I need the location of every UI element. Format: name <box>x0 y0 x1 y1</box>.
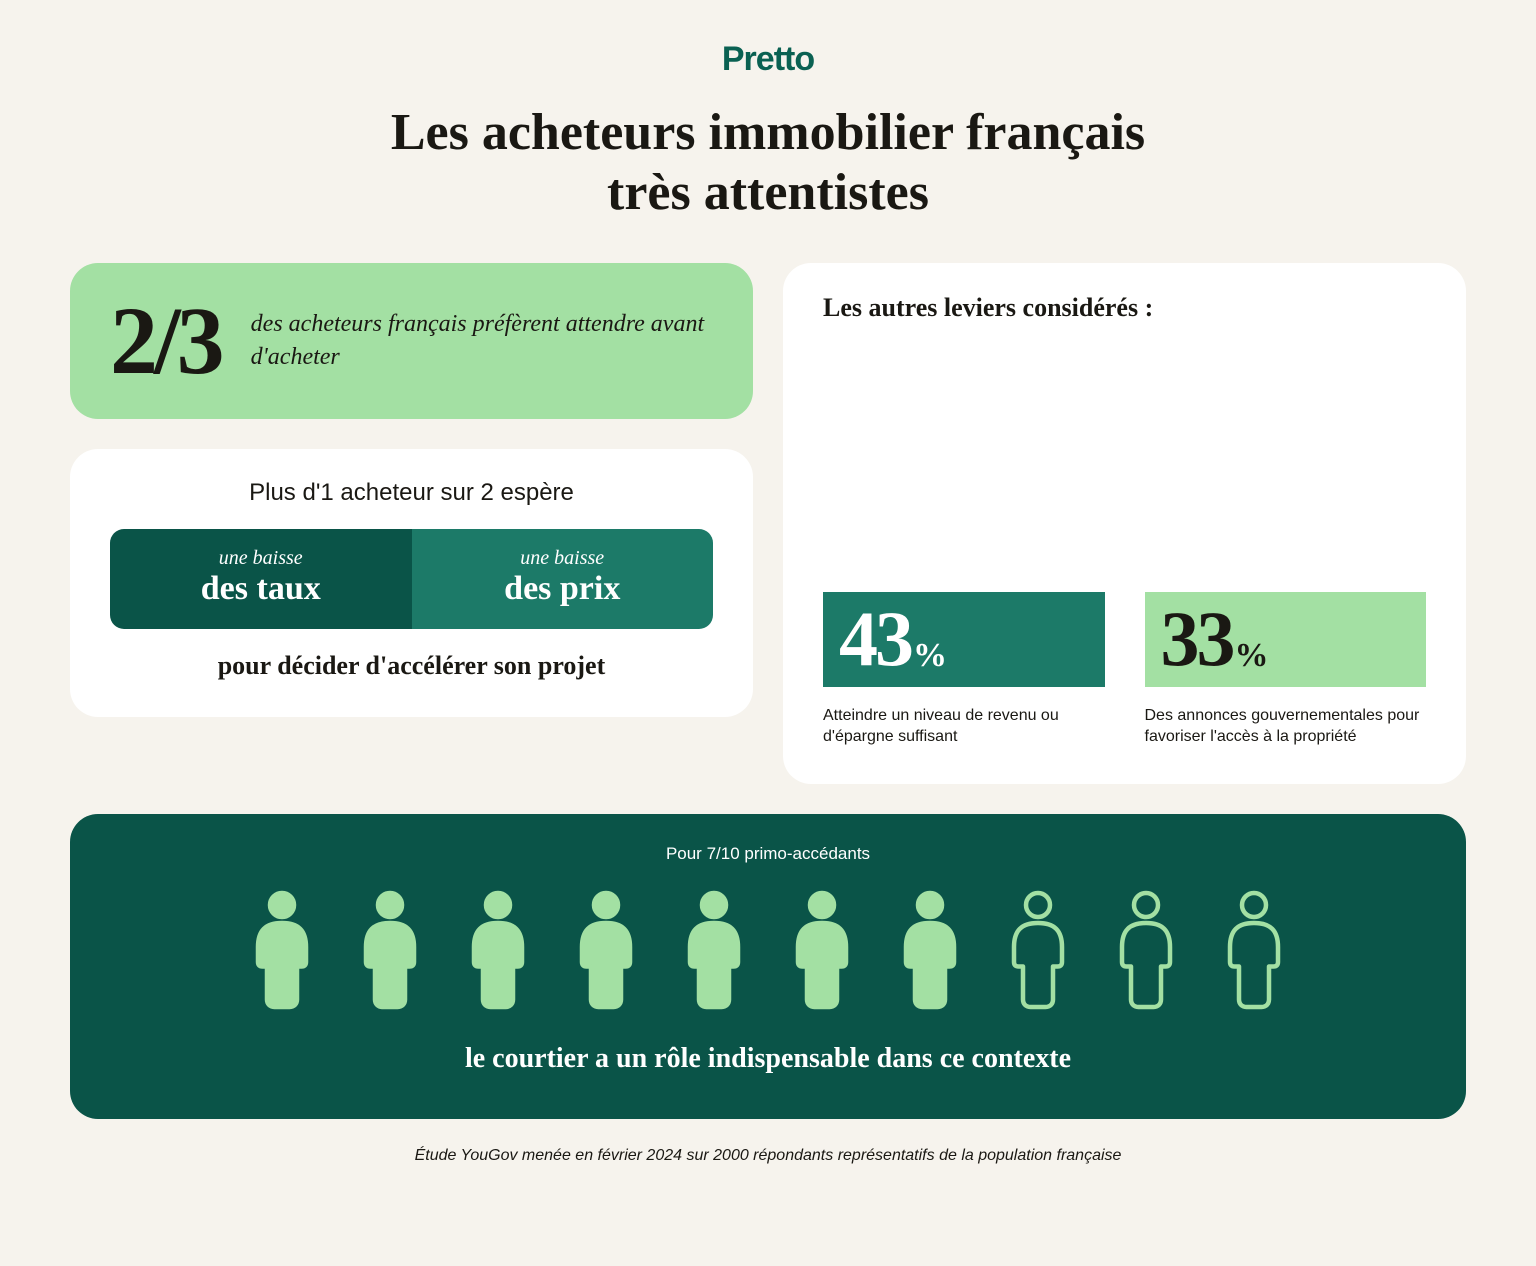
hope-option-prices-small: une baisse <box>422 547 704 570</box>
person-icon <box>784 890 860 1010</box>
people-foot: le courtier a un rôle indispensable dans… <box>130 1043 1406 1075</box>
person-icon-filled <box>460 890 536 1015</box>
hope-option-rates-big: des taux <box>120 570 402 607</box>
person-icon-outline <box>1216 890 1292 1015</box>
bars-labels: Atteindre un niveau de revenu ou d'éparg… <box>823 705 1426 748</box>
person-icon <box>1000 890 1076 1010</box>
bar-label: Atteindre un niveau de revenu ou d'éparg… <box>823 705 1105 748</box>
people-row <box>130 890 1406 1015</box>
hope-lead: Plus d'1 acheteur sur 2 espère <box>110 479 713 507</box>
bar-percent: % <box>913 637 947 675</box>
person-icon-outline <box>1108 890 1184 1015</box>
bars-card: Les autres leviers considérés : 43%33% A… <box>783 263 1466 784</box>
bar-value: 33 <box>1161 604 1233 674</box>
footnote: Étude YouGov menée en février 2024 sur 2… <box>70 1147 1466 1165</box>
bar: 43% <box>823 592 1105 686</box>
hope-options: une baisse des taux une baisse des prix <box>110 529 713 629</box>
person-icon-outline <box>1000 890 1076 1015</box>
person-icon <box>1216 890 1292 1010</box>
person-icon <box>244 890 320 1010</box>
bar-value: 43 <box>839 604 911 674</box>
hope-option-rates-small: une baisse <box>120 547 402 570</box>
page-title: Les acheteurs immobilier françaistrès at… <box>70 103 1466 223</box>
people-lead: Pour 7/10 primo-accédants <box>130 844 1406 864</box>
person-icon-filled <box>892 890 968 1015</box>
hope-option-prices-big: des prix <box>422 570 704 607</box>
person-icon <box>352 890 428 1010</box>
fraction-card: 2/3 des acheteurs français préfèrent att… <box>70 263 753 419</box>
person-icon-filled <box>244 890 320 1015</box>
person-icon <box>892 890 968 1010</box>
hope-option-rates: une baisse des taux <box>110 529 412 629</box>
content-grid: 2/3 des acheteurs français préfèrent att… <box>70 263 1466 784</box>
brand-logo: Pretto <box>70 40 1466 79</box>
person-icon-filled <box>676 890 752 1015</box>
bar-percent: % <box>1235 637 1269 675</box>
person-icon <box>676 890 752 1010</box>
people-card: Pour 7/10 primo-accédants le courtier a … <box>70 814 1466 1119</box>
fraction-text: des acheteurs français préfèrent attendr… <box>251 308 713 373</box>
bar-column: 33% <box>1145 592 1427 686</box>
person-icon <box>568 890 644 1010</box>
bars-chart: 43%33% <box>823 347 1426 687</box>
person-icon <box>460 890 536 1010</box>
bar-column: 43% <box>823 592 1105 686</box>
hope-card: Plus d'1 acheteur sur 2 espère une baiss… <box>70 449 753 717</box>
bar-label: Des annonces gouvernementales pour favor… <box>1145 705 1427 748</box>
fraction-value: 2/3 <box>110 293 221 389</box>
hope-foot: pour décider d'accélérer son projet <box>110 651 713 681</box>
person-icon <box>1108 890 1184 1010</box>
hope-option-prices: une baisse des prix <box>412 529 714 629</box>
bar: 33% <box>1145 592 1427 686</box>
person-icon-filled <box>568 890 644 1015</box>
person-icon-filled <box>352 890 428 1015</box>
bars-title: Les autres leviers considérés : <box>823 293 1426 323</box>
person-icon-filled <box>784 890 860 1015</box>
